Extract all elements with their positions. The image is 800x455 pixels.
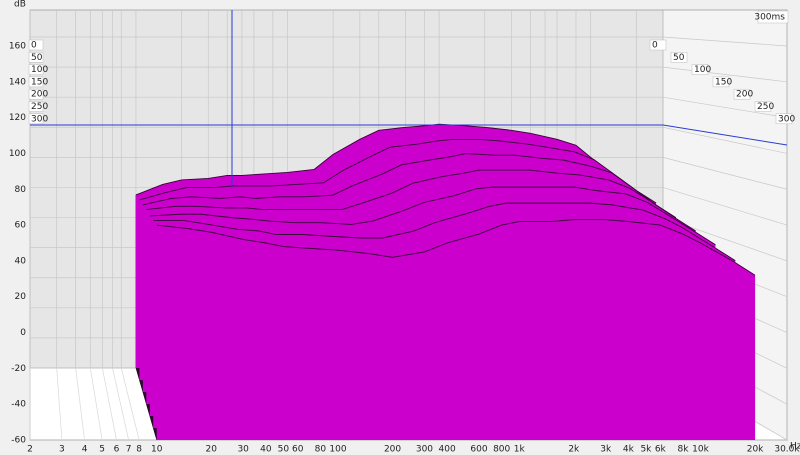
x-tick-label: 60 <box>292 445 304 455</box>
x-tick-label: 10 <box>151 445 163 455</box>
floor-grid-line <box>89 367 103 441</box>
y-tick-label: 40 <box>15 256 27 266</box>
slice-line <box>142 153 677 218</box>
time-tick-box <box>670 52 688 63</box>
time-tick-label: 300 <box>778 114 795 124</box>
time-tick-box <box>712 76 730 88</box>
time-tick-box <box>28 76 44 88</box>
slice-line <box>156 219 756 276</box>
time-tick-label: 0 <box>31 41 37 51</box>
y-tick-label: -60 <box>11 436 26 446</box>
slice-line <box>135 123 637 196</box>
slice-line <box>146 169 696 232</box>
x-tick-label: 8 <box>136 445 142 455</box>
y-tick-label: 100 <box>9 149 26 159</box>
x-tick-label: 600 <box>470 445 487 455</box>
x-tick-label: 3k <box>600 445 612 455</box>
x-tick-label: 300 <box>416 445 433 455</box>
x-unit-label: Hz <box>790 442 800 452</box>
y-axis-label: dB <box>14 0 26 10</box>
x-tick-label: 4 <box>82 445 88 455</box>
floor-grid-line <box>101 367 117 441</box>
y-tick-label: 160 <box>9 42 26 52</box>
x-tick-label: 2 <box>27 445 33 455</box>
time-tick-box <box>28 101 44 112</box>
x-tick-label: 1k <box>514 445 526 455</box>
x-tick-label: 6 <box>114 445 120 455</box>
y-tick-label: 0 <box>20 328 26 338</box>
x-tick-label: 30.0k <box>774 445 800 455</box>
cursor-horizontal <box>30 124 788 146</box>
x-tick-label: 5 <box>99 445 105 455</box>
y-tick-label: 120 <box>9 113 26 123</box>
floor-grid-line <box>56 367 63 441</box>
time-tick-box <box>649 39 667 51</box>
x-tick-label: 5k <box>640 445 652 455</box>
x-tick-label: 400 <box>439 445 456 455</box>
time-tick-label: 100 <box>694 65 711 75</box>
time-tick-label: 150 <box>715 77 732 87</box>
time-label-box <box>757 10 789 24</box>
surface <box>135 123 756 441</box>
floor-grid-line <box>112 367 129 441</box>
time-tick-label: 200 <box>736 90 753 100</box>
time-tick-label: 100 <box>31 65 48 75</box>
side-grid-line <box>662 126 788 154</box>
time-tick-box <box>775 113 793 125</box>
time-tick-label: 250 <box>31 102 48 112</box>
time-tick-label: 200 <box>31 90 48 100</box>
floor-grid-line <box>120 367 140 441</box>
x-tick-label: 100 <box>329 445 346 455</box>
side-grid-line <box>662 36 788 47</box>
x-tick-label: 6k <box>655 445 667 455</box>
slice-fill <box>156 219 756 440</box>
x-tick-label: 4k <box>623 445 635 455</box>
time-tick-box <box>28 113 44 125</box>
side-grid-line <box>662 96 788 118</box>
x-tick-label: 3 <box>59 445 65 455</box>
side-grid-line <box>662 66 788 83</box>
time-tick-label: 50 <box>673 53 685 63</box>
y-tick-label: 80 <box>15 185 27 195</box>
x-tick-label: 40 <box>260 445 272 455</box>
time-tick-label: 300 <box>31 114 48 124</box>
time-tick-label: 0 <box>652 41 658 51</box>
x-tick-label: 200 <box>384 445 401 455</box>
time-tick-box <box>28 52 44 63</box>
time-label: 300ms <box>754 13 785 23</box>
time-tick-box <box>28 64 44 75</box>
x-tick-label: 7 <box>126 445 132 455</box>
x-tick-label: 8k <box>677 445 689 455</box>
time-tick-box <box>754 101 772 112</box>
time-tick-box <box>733 88 751 100</box>
x-tick-label: 800 <box>493 445 510 455</box>
time-tick-label: 150 <box>31 77 48 87</box>
time-tick-box <box>691 64 709 75</box>
y-tick-label: -40 <box>11 400 26 410</box>
slice-line <box>139 138 657 204</box>
y-tick-label: 20 <box>15 292 27 302</box>
floor-grid-line <box>75 367 85 441</box>
x-tick-label: 20k <box>747 445 764 455</box>
y-tick-label: -20 <box>11 364 26 374</box>
y-tick-label: 60 <box>15 221 27 231</box>
x-tick-label: 30 <box>237 445 249 455</box>
x-tick-label: 20 <box>206 445 218 455</box>
x-tick-label: 10k <box>692 445 709 455</box>
x-tick-label: 80 <box>315 445 327 455</box>
slice-line <box>153 202 736 262</box>
slice-line <box>149 186 716 246</box>
side-grid-line <box>662 157 788 190</box>
time-tick-label: 50 <box>31 53 43 63</box>
time-tick-box <box>28 39 44 51</box>
time-tick-box <box>28 88 44 100</box>
x-tick-label: 50 <box>278 445 290 455</box>
x-tick-label: 2k <box>568 445 580 455</box>
y-tick-label: 140 <box>9 77 26 87</box>
time-tick-label: 250 <box>757 102 774 112</box>
side-grid-line <box>662 187 788 226</box>
